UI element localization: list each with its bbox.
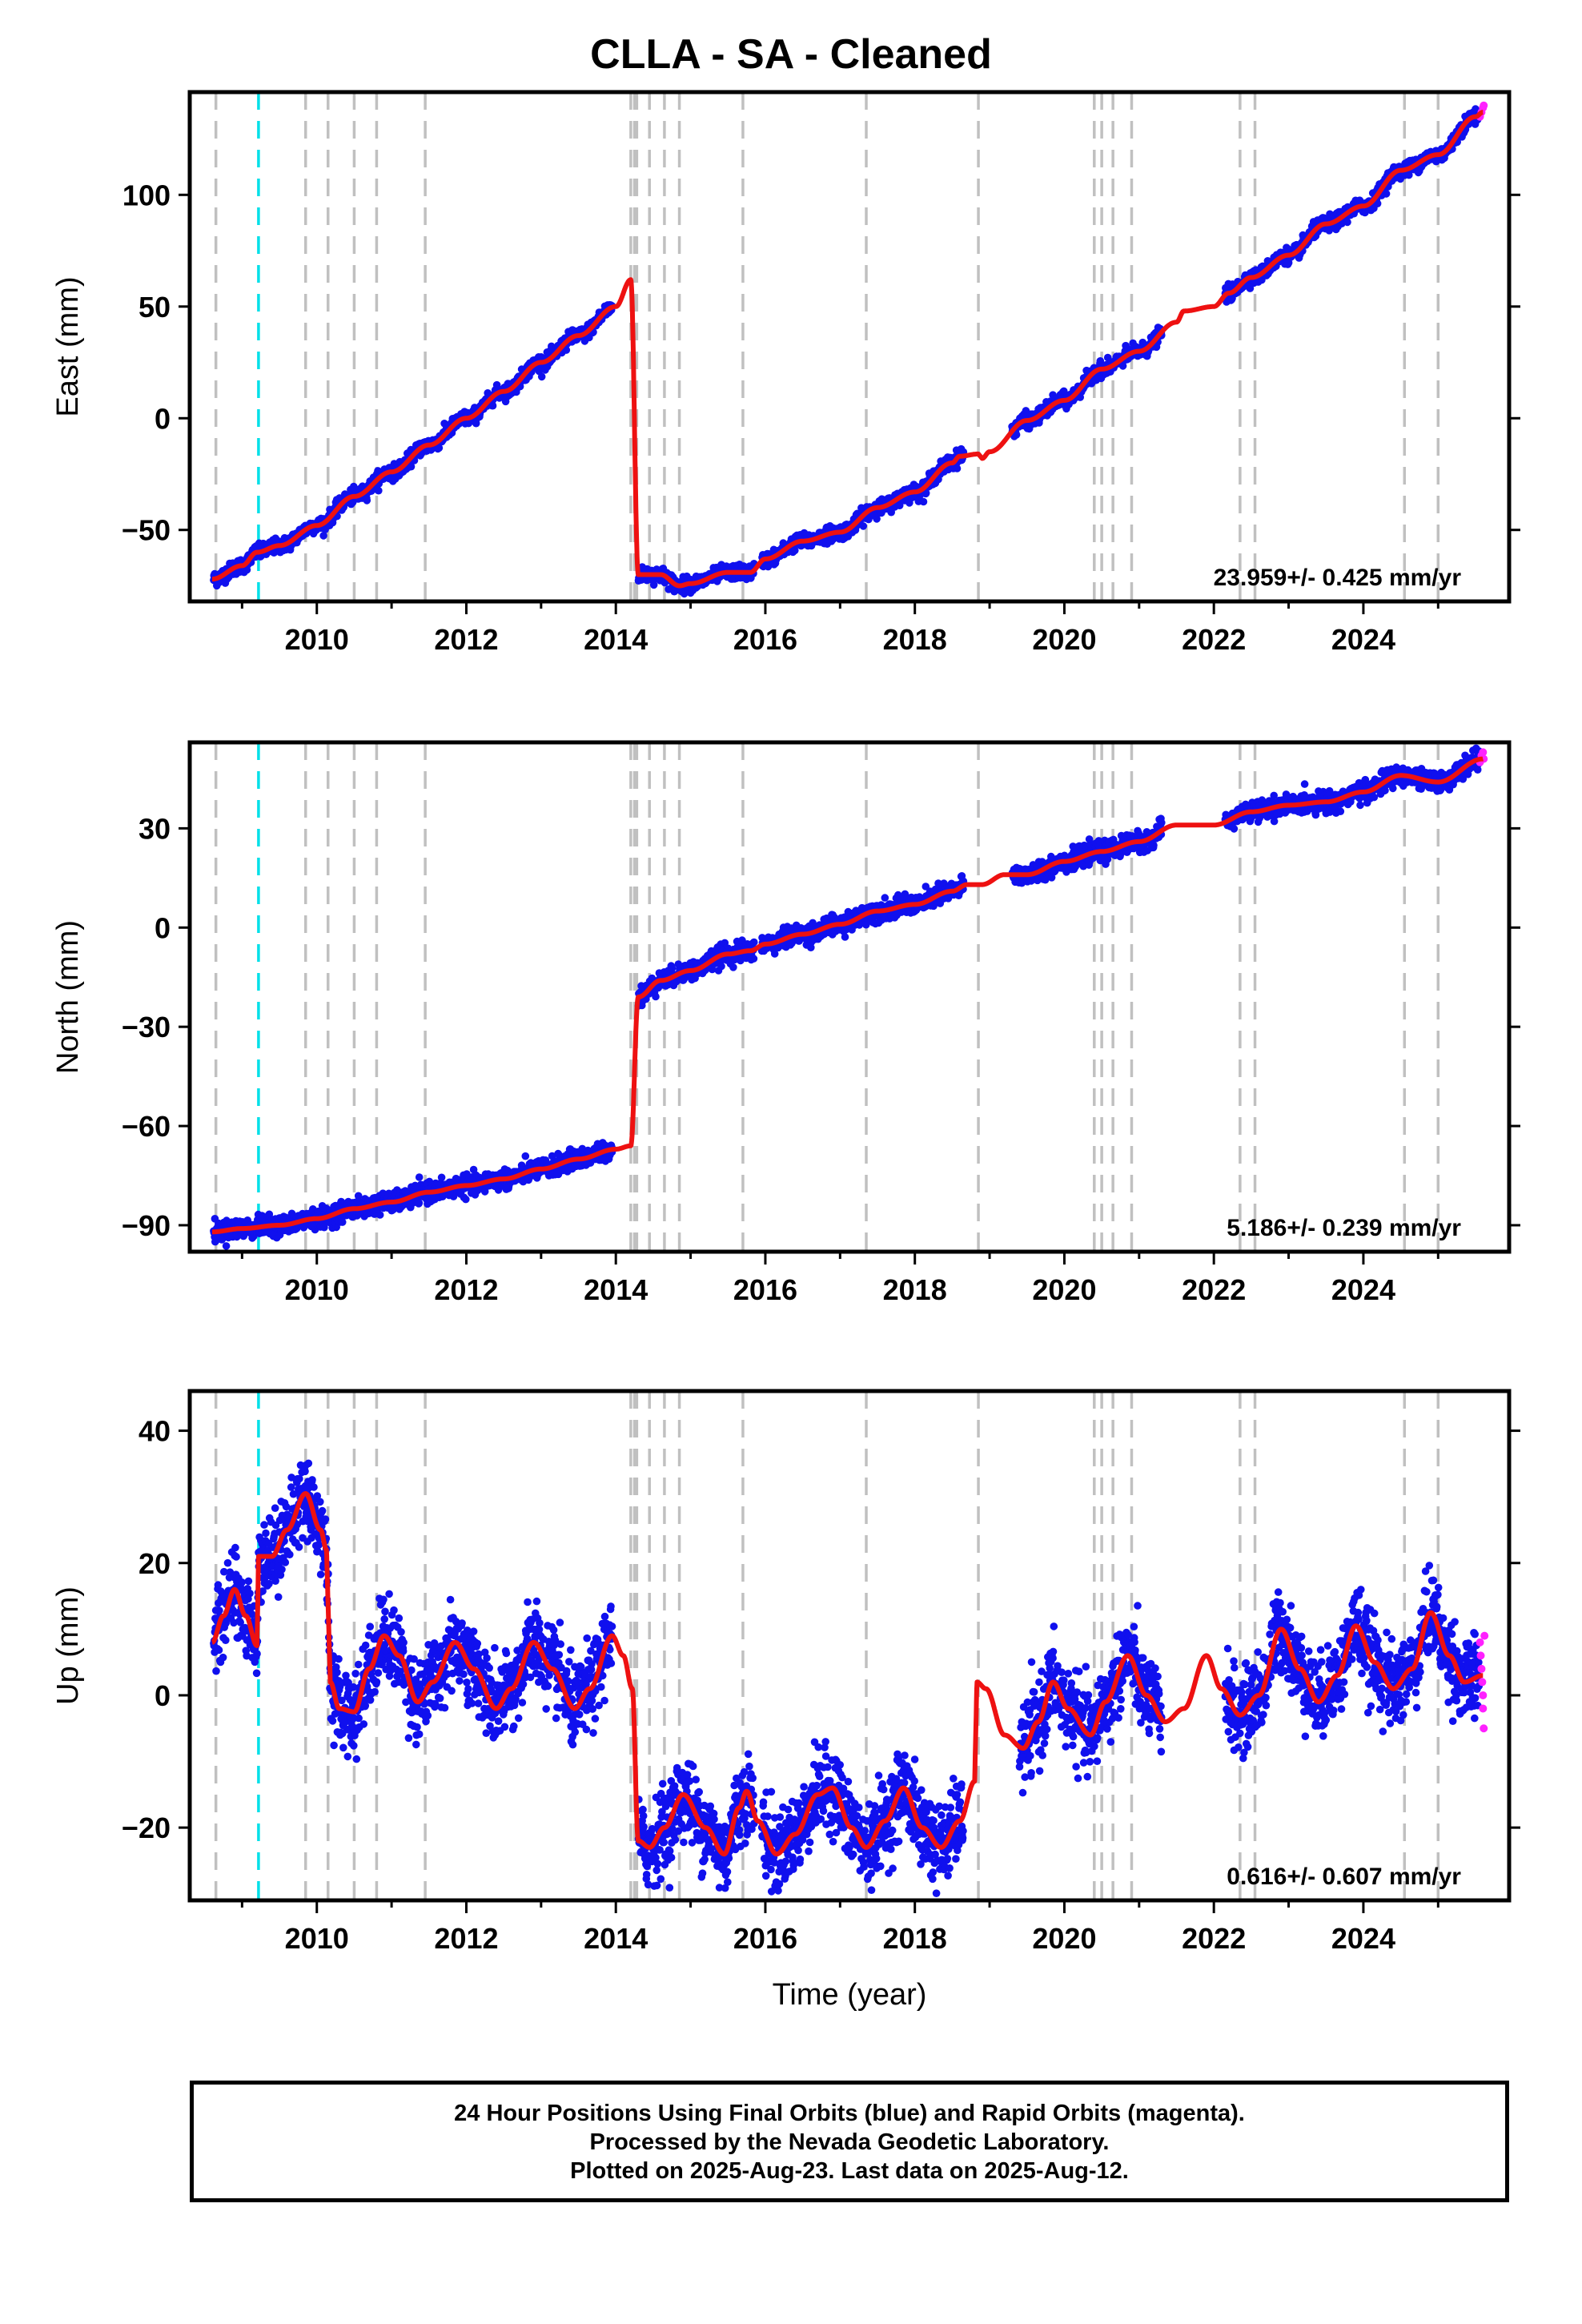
data-point <box>407 462 416 471</box>
data-point <box>415 1199 424 1207</box>
data-point <box>652 992 660 1001</box>
velocity-rate-label: 23.959+/- 0.425 mm/yr <box>1214 565 1462 591</box>
y-tick-label: −50 <box>122 514 171 547</box>
data-point <box>859 522 868 530</box>
x-tick-label: 2024 <box>1331 623 1395 656</box>
model-fit-line <box>210 110 1485 589</box>
plot-area-east <box>210 92 1488 601</box>
x-tick-label: 2010 <box>285 623 349 656</box>
x-tick-label: 2022 <box>1182 623 1246 656</box>
data-point <box>537 372 546 381</box>
data-point <box>919 497 928 506</box>
x-tick-label: 2012 <box>434 623 498 656</box>
x-tick-label: 2014 <box>584 623 648 656</box>
data-point <box>435 444 444 452</box>
data-point <box>1382 190 1391 198</box>
data-point <box>953 464 962 472</box>
x-tick-label: 2018 <box>883 623 947 656</box>
data-point <box>1343 218 1351 227</box>
data-point <box>350 482 358 491</box>
y-tick-label: 50 <box>139 291 171 324</box>
data-point <box>319 532 327 540</box>
data-point <box>363 497 371 505</box>
data-point <box>521 1152 530 1160</box>
data-point <box>375 486 383 495</box>
data-point <box>462 1195 470 1204</box>
data-point <box>488 401 497 410</box>
data-point <box>415 1173 424 1181</box>
panel-east: −50 0 50 100 2010 2012 2014 2016 2018 2020 2022 202… <box>51 90 1520 656</box>
data-point <box>375 1211 384 1219</box>
y-axis-title: East (mm) <box>51 276 85 416</box>
final-orbit-points <box>210 744 1484 1250</box>
x-tick-label: 2016 <box>733 623 797 656</box>
final-orbit-points <box>210 105 1484 598</box>
x-tick-label: 2020 <box>1032 623 1096 656</box>
data-point <box>437 1173 446 1182</box>
rapid-data-point <box>1480 101 1488 110</box>
data-point <box>354 1192 363 1200</box>
data-point <box>222 1242 231 1250</box>
y-tick-label: 100 <box>122 179 171 211</box>
plot-area-north <box>210 742 1488 1252</box>
y-tick-label: 0 <box>155 402 171 435</box>
